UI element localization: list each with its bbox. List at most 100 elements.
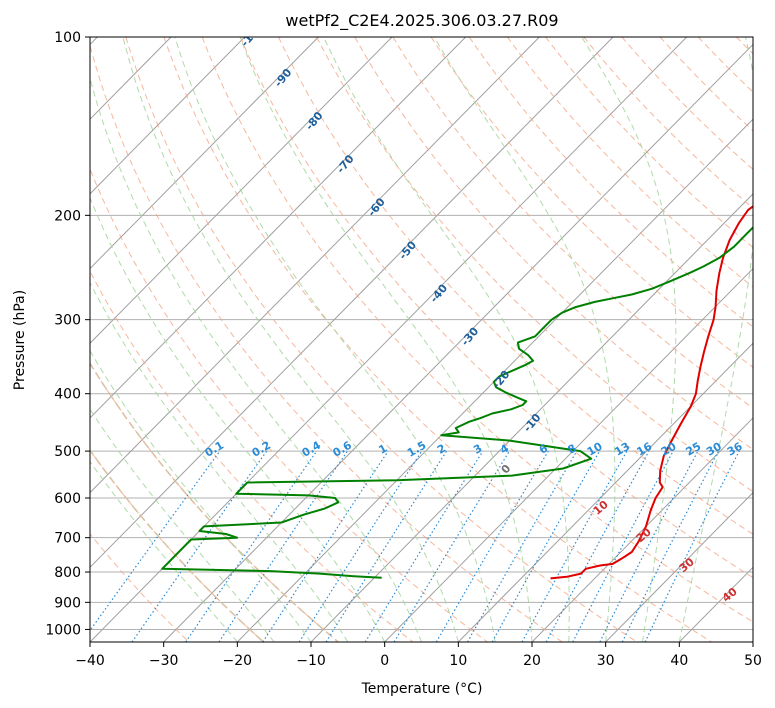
dry-adiabat-label: 20 bbox=[634, 525, 654, 545]
dry-adiabat-line bbox=[736, 37, 753, 55]
isotherm-label: -40 bbox=[427, 281, 450, 305]
chart-title: wetPf2_C2E4.2025.306.03.27.R09 bbox=[285, 11, 558, 31]
x-tick-label: 20 bbox=[523, 653, 541, 669]
mixing-ratio-label: 0.2 bbox=[250, 439, 273, 460]
dewpoint-profile-line bbox=[161, 226, 753, 579]
dry-adiabat-line bbox=[239, 37, 753, 579]
mixing-ratio-label: 16 bbox=[635, 440, 655, 459]
reference-adiabat-line bbox=[90, 448, 265, 642]
mixing-ratio-line bbox=[325, 450, 448, 642]
isotherm-line bbox=[90, 37, 467, 419]
dry-adiabat-line bbox=[316, 37, 753, 493]
dry-adiabat-label: 10 bbox=[591, 498, 611, 518]
mixing-ratio-line bbox=[218, 450, 348, 642]
mixing-ratio-line bbox=[545, 450, 650, 642]
reference-adiabat-line bbox=[90, 361, 339, 642]
y-axis-label: Pressure (hPa) bbox=[12, 290, 28, 390]
mixing-ratio-line bbox=[364, 450, 484, 642]
dry-adiabat-label: 40 bbox=[720, 585, 740, 605]
mixing-ratio-label: 25 bbox=[684, 440, 704, 459]
plot-annotations: 0.1 0.2 0.4 0.6 1 1.5 2 3 4 6 8 10 13 16 20 25 30 36-100-… bbox=[203, 20, 745, 605]
moist-adiabat-line bbox=[678, 37, 753, 642]
dry-adiabat-line bbox=[506, 37, 753, 288]
mixing-ratio-label: 0.6 bbox=[331, 438, 355, 459]
moist-adiabat-line bbox=[90, 408, 275, 642]
dry-adiabat-line bbox=[90, 270, 414, 642]
mixing-ratio-label: 0.4 bbox=[300, 438, 324, 459]
isotherm-line bbox=[90, 37, 540, 494]
x-tick-label: −10 bbox=[296, 653, 326, 669]
mixing-ratio-line bbox=[262, 450, 389, 642]
isotherm-line bbox=[457, 342, 753, 642]
isotherm-line bbox=[90, 37, 246, 195]
mixing-ratio-label: 30 bbox=[704, 440, 724, 459]
dry-adiabat-line bbox=[90, 167, 488, 642]
isotherm-line bbox=[531, 417, 753, 642]
isotherm-line bbox=[236, 118, 753, 642]
x-tick-label: 30 bbox=[597, 653, 615, 669]
moist-adiabat-line bbox=[90, 349, 312, 642]
isotherm-line bbox=[90, 37, 393, 344]
dry-adiabat-line bbox=[430, 37, 753, 368]
mixing-ratio-line bbox=[435, 450, 549, 642]
isotherm-label: -70 bbox=[334, 152, 357, 176]
isotherm-line bbox=[678, 566, 753, 642]
mixing-ratio-line bbox=[393, 450, 510, 642]
dry-adiabat-line bbox=[392, 37, 753, 409]
mixing-ratio-line bbox=[491, 450, 601, 642]
y-tick-label: 800 bbox=[54, 565, 81, 581]
mixing-ratio-label: 4 bbox=[498, 441, 511, 456]
mixing-ratio-label: 13 bbox=[612, 440, 632, 459]
isotherm-label: -50 bbox=[396, 238, 419, 262]
moist-adiabat-line bbox=[174, 37, 496, 642]
x-tick-label: −30 bbox=[149, 653, 179, 669]
x-tick-label: −20 bbox=[223, 653, 253, 669]
moist-adiabat-line bbox=[323, 37, 570, 642]
moist-adiabat-line bbox=[433, 37, 616, 642]
y-tick-label: 500 bbox=[54, 444, 81, 460]
isotherm-label: -10 bbox=[521, 411, 544, 435]
isotherm-line bbox=[163, 43, 753, 642]
mixing-ratio-label: 1 bbox=[376, 442, 389, 457]
isotherm-label: -90 bbox=[272, 66, 295, 90]
dry-adiabat-line bbox=[201, 37, 753, 623]
x-tick-label: 40 bbox=[670, 653, 688, 669]
mixing-ratio-line bbox=[298, 450, 423, 642]
x-tick-label: 0 bbox=[380, 653, 389, 669]
moist-adiabat-line bbox=[581, 37, 677, 642]
isotherm-line bbox=[752, 641, 753, 642]
axes: −40 −30 −20 −10 0 10 20 30 40 5010020030040050060… bbox=[45, 30, 762, 669]
moist-adiabat-line bbox=[239, 37, 533, 642]
mixing-ratio-line bbox=[521, 450, 628, 642]
x-tick-label: −40 bbox=[75, 653, 105, 669]
dry-adiabat-line bbox=[697, 37, 753, 93]
y-tick-label: 400 bbox=[54, 387, 81, 403]
dry-adiabat-line bbox=[354, 37, 753, 451]
mixing-ratio-line bbox=[572, 450, 674, 642]
isotherm-line bbox=[605, 491, 753, 642]
mixing-ratio-line bbox=[621, 450, 719, 642]
isotherm-label: -80 bbox=[303, 109, 326, 133]
dry-adiabat-line bbox=[163, 37, 712, 642]
dry-adiabat-line bbox=[659, 37, 753, 132]
moist-adiabat-line bbox=[90, 75, 422, 642]
mixing-ratio-label: 0.1 bbox=[203, 439, 226, 460]
isotherm-label: -30 bbox=[459, 325, 482, 349]
isotherm-line bbox=[90, 37, 614, 569]
y-tick-label: 900 bbox=[54, 595, 81, 611]
dry-adiabat-line bbox=[545, 37, 753, 249]
plot-series bbox=[161, 205, 753, 580]
plot-frame bbox=[89, 36, 754, 643]
dry-adiabat-line bbox=[125, 37, 638, 642]
isotherm-label: -100 bbox=[238, 20, 266, 50]
isotherm-line bbox=[90, 37, 319, 270]
x-tick-label: 10 bbox=[449, 653, 467, 669]
y-tick-label: 700 bbox=[54, 531, 81, 547]
zero-isotherm-label: 0 bbox=[499, 462, 514, 476]
dry-adiabat-line bbox=[90, 449, 264, 642]
dry-adiabat-line bbox=[278, 37, 753, 535]
mixing-ratio-line bbox=[644, 450, 740, 642]
mixing-ratio-line bbox=[185, 450, 318, 642]
y-tick-label: 600 bbox=[54, 491, 81, 507]
mixing-ratio-label: 2 bbox=[435, 442, 448, 457]
